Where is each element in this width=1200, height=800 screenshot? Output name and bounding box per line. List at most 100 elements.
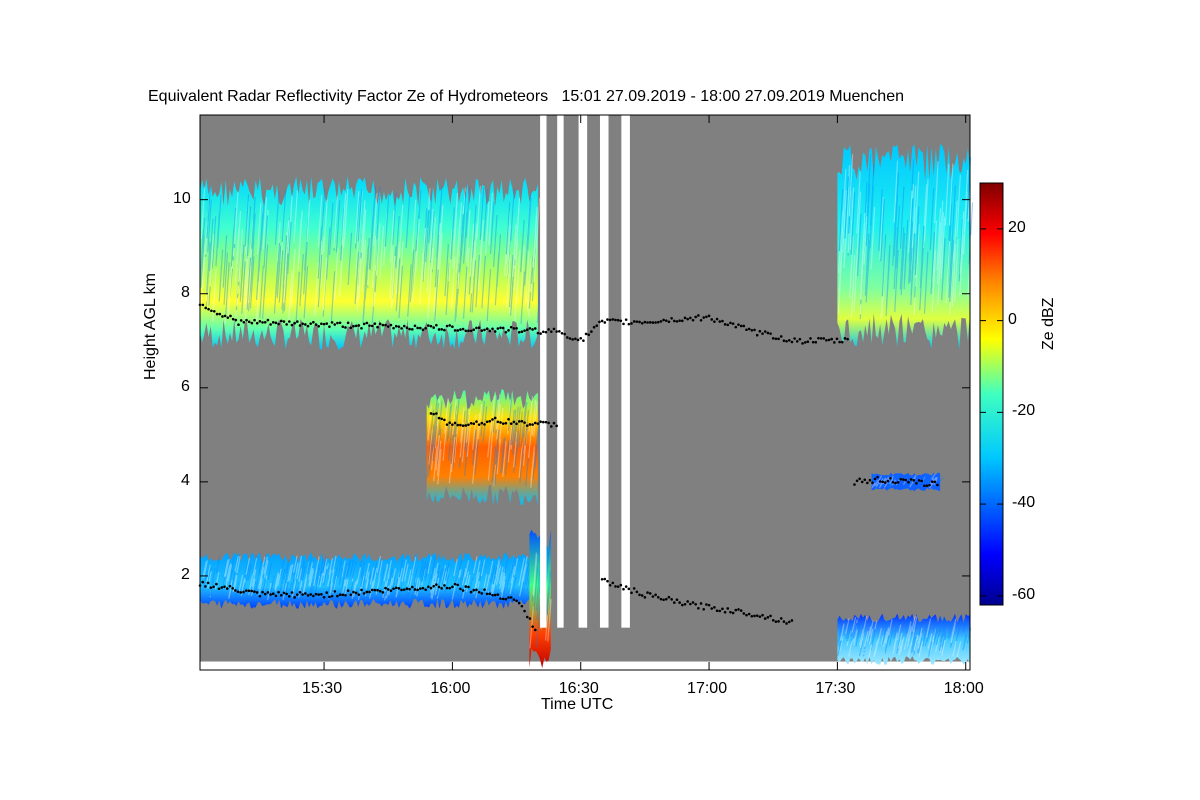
- boundary-dot: [475, 420, 478, 423]
- streak: [524, 233, 529, 286]
- feature-streaks-upper-cloud-left: [199, 185, 542, 325]
- boundary-dot: [753, 614, 756, 618]
- streak: [512, 560, 517, 578]
- boundary-dot: [608, 318, 612, 322]
- streak: [500, 437, 506, 473]
- streak: [434, 562, 439, 580]
- streak: [239, 249, 245, 303]
- streak: [880, 199, 885, 262]
- streak: [502, 441, 507, 477]
- boundary-dot: [362, 322, 366, 326]
- streak: [490, 417, 495, 453]
- streak: [398, 241, 404, 295]
- streak: [333, 195, 339, 249]
- streak: [836, 626, 842, 643]
- boundary-dot: [485, 420, 489, 424]
- boundary-dot: [889, 477, 892, 480]
- streak: [398, 560, 404, 578]
- boundary-dot: [217, 587, 221, 591]
- streak: [282, 573, 288, 591]
- boundary-dot: [333, 323, 337, 326]
- streak: [434, 234, 440, 288]
- streak: [875, 481, 880, 489]
- streak: [513, 558, 519, 576]
- boundary-dot: [635, 590, 639, 594]
- boundary-dot: [785, 339, 788, 343]
- streak: [950, 625, 956, 642]
- streak: [911, 636, 917, 653]
- boundary-dot: [648, 592, 652, 595]
- streak: [922, 625, 928, 641]
- streak: [883, 621, 889, 638]
- y-tick-label: 2: [181, 565, 190, 583]
- streak: [475, 571, 480, 590]
- streak: [200, 186, 206, 239]
- streak: [450, 207, 456, 260]
- streak: [430, 434, 436, 471]
- streak: [361, 576, 366, 595]
- boundary-dot: [317, 593, 321, 596]
- boundary-dot: [416, 326, 419, 330]
- boundary-dot: [790, 340, 794, 344]
- streak: [885, 253, 891, 316]
- boundary-dot: [739, 324, 743, 328]
- streak: [229, 241, 235, 294]
- boundary-dot: [209, 586, 213, 589]
- boundary-dot: [338, 593, 342, 597]
- boundary-dot: [731, 322, 735, 325]
- streak: [255, 271, 261, 324]
- streak: [375, 223, 381, 276]
- boundary-dot: [702, 607, 706, 611]
- boundary-dot: [349, 326, 353, 330]
- streak: [283, 244, 289, 297]
- streak: [232, 208, 238, 261]
- streak: [460, 569, 465, 587]
- streak: [893, 622, 898, 639]
- streak: [322, 558, 328, 576]
- streak: [914, 171, 920, 234]
- boundary-dot: [368, 324, 371, 327]
- streak: [922, 184, 928, 247]
- streak: [363, 262, 368, 316]
- streak: [257, 559, 263, 577]
- boundary-dot: [528, 327, 532, 330]
- boundary-dot: [261, 321, 264, 324]
- streak: [864, 233, 870, 296]
- boundary-dot: [250, 589, 254, 593]
- streak: [882, 631, 888, 647]
- streak: [357, 560, 363, 578]
- streak: [237, 243, 243, 296]
- streak: [315, 567, 321, 585]
- boundary-dot: [763, 330, 767, 333]
- blank-column-1: [557, 115, 564, 628]
- streak: [871, 481, 877, 489]
- boundary-dot: [750, 614, 754, 618]
- streak: [344, 579, 349, 597]
- boundary-dot: [753, 328, 756, 332]
- streak: [233, 191, 239, 244]
- boundary-dot: [638, 593, 641, 597]
- boundary-dot: [866, 481, 869, 485]
- streak: [431, 556, 437, 574]
- boundary-dot: [461, 589, 465, 592]
- streak: [309, 569, 314, 587]
- boundary-dot: [314, 323, 318, 326]
- boundary-dot: [651, 321, 655, 324]
- streak: [893, 160, 899, 223]
- boundary-dot: [269, 593, 272, 596]
- streak: [892, 638, 898, 654]
- streak: [428, 441, 433, 477]
- boundary-dot: [528, 617, 532, 620]
- boundary-dot: [472, 328, 476, 332]
- streak: [533, 567, 539, 610]
- streak: [928, 474, 934, 481]
- streak: [506, 398, 512, 435]
- streak: [236, 556, 241, 574]
- boundary-dot: [843, 337, 847, 340]
- boundary-dot: [365, 590, 369, 594]
- boundary-dot: [493, 330, 497, 333]
- boundary-dot: [675, 320, 679, 323]
- streak: [914, 235, 919, 298]
- streak: [234, 270, 240, 323]
- streak: [251, 213, 256, 266]
